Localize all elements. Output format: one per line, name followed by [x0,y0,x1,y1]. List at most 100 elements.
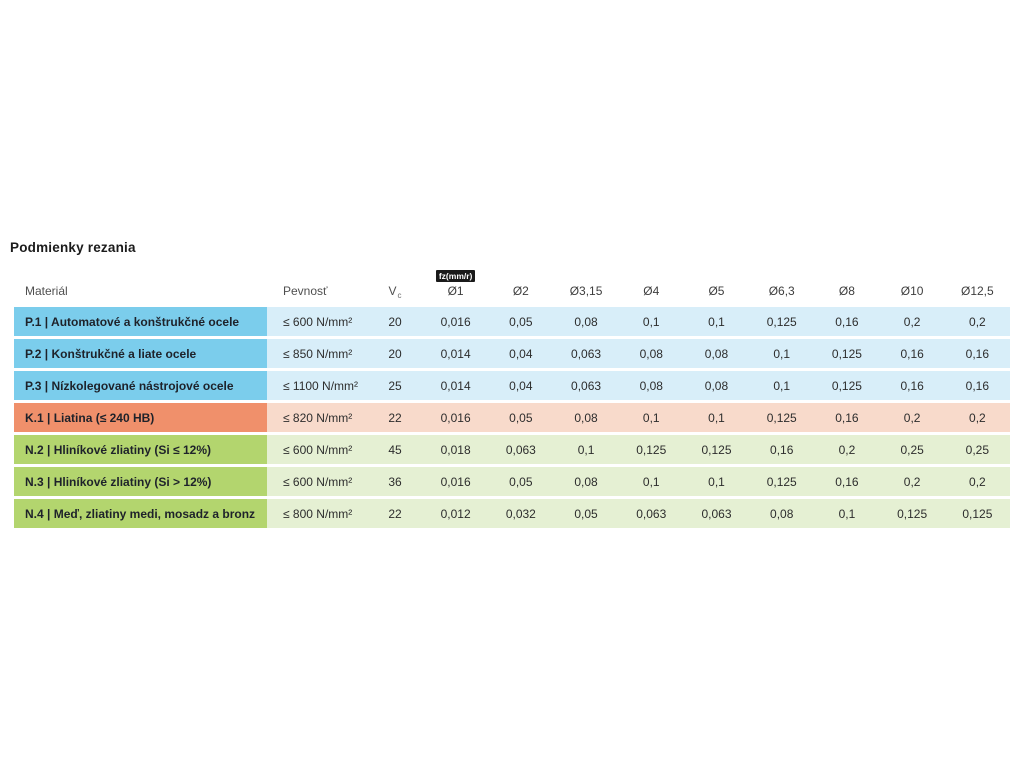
fz-value-cell: 0,25 [879,435,945,464]
diameter-label: Ø4 [643,284,660,298]
fz-value-cell: 0,125 [879,499,945,528]
header-diameter: Ø10 [880,284,945,298]
fz-value-cell: 0,16 [879,371,945,400]
fz-value-cell: 0,1 [814,499,880,528]
fz-value-cell: 0,04 [488,371,554,400]
fz-value-cell: 0,2 [814,435,880,464]
fz-value-cell: 0,2 [944,403,1010,432]
cutting-conditions-table: Materiál Pevnosť Vc fz(mm/r) Ø1 Ø2 Ø3,15 Ø4 Ø… [14,262,1010,531]
diameter-label: Ø12,5 [961,284,994,298]
table-header-row: Materiál Pevnosť Vc fz(mm/r) Ø1 Ø2 Ø3,15 Ø4 Ø… [14,262,1010,300]
fz-value-cell: 0,08 [683,339,750,368]
fz-value-cell: 0,08 [618,339,684,368]
fz-value-cell: 0,016 [423,403,489,432]
fz-value-cell: 0,16 [814,307,880,336]
header-diameter: Ø8 [814,284,879,298]
header-diameter: Ø6,3 [749,284,814,298]
fz-value-cell: 0,16 [944,371,1010,400]
fz-value-cell: 0,08 [553,307,619,336]
fz-value-cell: 0,032 [488,499,554,528]
fz-value-cell: 0,1 [683,403,750,432]
fz-value-cell: 0,063 [488,435,554,464]
diameter-label: Ø8 [838,284,855,298]
fz-value-cell: 0,125 [814,339,880,368]
material-cell: P.3 | Nízkolegované nástrojové ocele [14,371,267,400]
fz-value-cell: 0,125 [749,307,815,336]
fz-value-cell: 0,012 [423,499,489,528]
header-diameter: Ø2 [488,284,553,298]
header-vc: Vc [367,284,423,300]
vc-cell: 45 [367,435,423,464]
fz-value-cell: 0,16 [814,467,880,496]
vc-base: V [388,284,397,298]
material-cell: N.4 | Meď, zliatiny medi, mosadz a bronz [14,499,267,528]
fz-value-cell: 0,125 [749,403,815,432]
fz-value-cell: 0,1 [553,435,619,464]
fz-value-cell: 0,063 [553,371,619,400]
fz-value-cell: 0,2 [879,307,945,336]
diameter-label: Ø10 [900,284,924,298]
fz-value-cell: 0,08 [553,403,619,432]
pevnost-cell: ≤ 600 N/mm² [267,435,367,464]
table-row: N.4 | Meď, zliatiny medi, mosadz a bronz… [14,499,1010,528]
fz-value-cell: 0,08 [553,467,619,496]
page-title: Podmienky rezania [10,240,136,255]
table-row: N.3 | Hliníkové zliatiny (Si > 12%) ≤ 60… [14,467,1010,496]
fz-value-cell: 0,16 [879,339,945,368]
table-row: K.1 | Liatina (≤ 240 HB) ≤ 820 N/mm² 22 … [14,403,1010,432]
material-cell: P.2 | Konštrukčné a liate ocele [14,339,267,368]
table-row: P.1 | Automatové a konštrukčné ocele ≤ 6… [14,307,1010,336]
material-cell: N.2 | Hliníkové zliatiny (Si ≤ 12%) [14,435,267,464]
header-diameter: fz(mm/r) Ø1 [423,269,488,298]
fz-value-cell: 0,04 [488,339,554,368]
fz-value-cell: 0,2 [944,467,1010,496]
fz-value-cell: 0,125 [944,499,1010,528]
table-body: P.1 | Automatové a konštrukčné ocele ≤ 6… [14,307,1010,528]
fz-value-cell: 0,16 [944,339,1010,368]
vc-cell: 20 [367,339,423,368]
fz-value-cell: 0,2 [879,403,945,432]
vc-subscript: c [397,291,402,300]
fz-value-cell: 0,063 [683,499,750,528]
vc-cell: 36 [367,467,423,496]
fz-value-cell: 0,016 [423,307,489,336]
fz-value-cell: 0,05 [488,467,554,496]
table-row: P.2 | Konštrukčné a liate ocele ≤ 850 N/… [14,339,1010,368]
fz-value-cell: 0,08 [749,499,815,528]
vc-cell: 25 [367,371,423,400]
fz-value-cell: 0,125 [683,435,750,464]
fz-value-cell: 0,016 [423,467,489,496]
fz-value-cell: 0,25 [944,435,1010,464]
material-cell: K.1 | Liatina (≤ 240 HB) [14,403,267,432]
fz-value-cell: 0,2 [879,467,945,496]
fz-value-cell: 0,05 [553,499,619,528]
fz-value-cell: 0,014 [423,371,489,400]
vc-cell: 22 [367,499,423,528]
fz-value-cell: 0,1 [683,467,750,496]
pevnost-cell: ≤ 820 N/mm² [267,403,367,432]
fz-value-cell: 0,05 [488,307,554,336]
pevnost-cell: ≤ 600 N/mm² [267,467,367,496]
fz-value-cell: 0,125 [749,467,815,496]
pevnost-cell: ≤ 850 N/mm² [267,339,367,368]
fz-value-cell: 0,1 [618,307,684,336]
header-diameter: Ø12,5 [945,284,1010,298]
fz-value-cell: 0,1 [618,467,684,496]
fz-value-cell: 0,1 [618,403,684,432]
fz-value-cell: 0,1 [749,371,815,400]
fz-value-cell: 0,08 [683,371,750,400]
header-pevnost: Pevnosť [283,284,328,298]
pevnost-cell: ≤ 1100 N/mm² [267,371,367,400]
header-diameter: Ø5 [684,284,749,298]
header-diameter: Ø4 [619,284,684,298]
table-row: P.3 | Nízkolegované nástrojové ocele ≤ 1… [14,371,1010,400]
diameter-label: Ø2 [512,284,529,298]
fz-value-cell: 0,08 [618,371,684,400]
material-cell: P.1 | Automatové a konštrukčné ocele [14,307,267,336]
vc-cell: 20 [367,307,423,336]
fz-value-cell: 0,125 [618,435,684,464]
fz-value-cell: 0,014 [423,339,489,368]
material-cell: N.3 | Hliníkové zliatiny (Si > 12%) [14,467,267,496]
fz-value-cell: 0,1 [749,339,815,368]
